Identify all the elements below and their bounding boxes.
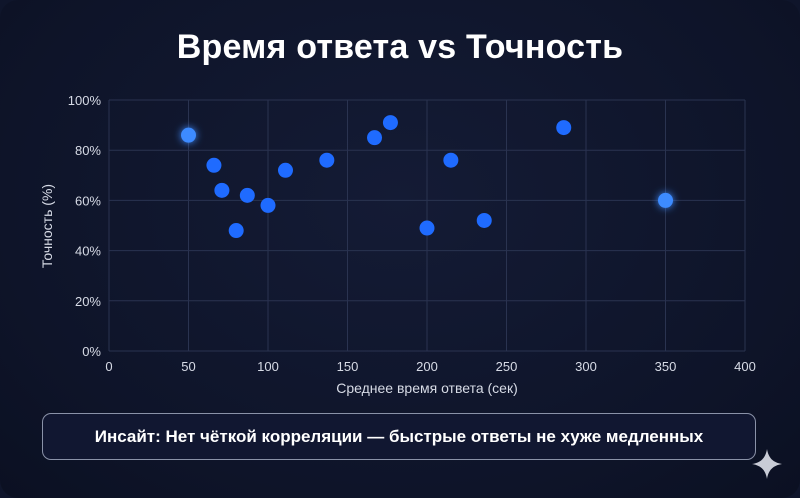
- x-tick-label: 400: [734, 359, 756, 374]
- grid: [108, 99, 746, 352]
- insight-text: Инсайт: Нет чёткой корреляции — быстрые …: [94, 426, 704, 446]
- chart-title: Время ответа vs Точность: [176, 28, 624, 66]
- data-point: [443, 152, 459, 168]
- x-tick-label: 250: [496, 359, 518, 374]
- data-point: [214, 182, 230, 198]
- data-point: [319, 152, 335, 168]
- y-axis-label: Точность (%): [39, 184, 55, 268]
- data-points: [181, 115, 673, 239]
- data-point: [260, 197, 276, 213]
- x-tick-label: 200: [416, 359, 438, 374]
- data-point: [419, 220, 435, 236]
- y-tick-label: 0%: [82, 344, 101, 359]
- highlighted-data-point: [658, 192, 673, 208]
- y-tick-label: 40%: [75, 244, 101, 259]
- y-tick-label: 80%: [75, 143, 101, 158]
- x-tick-label: 300: [575, 359, 597, 374]
- x-tick-label: 0: [105, 359, 112, 374]
- x-tick-label: 350: [655, 359, 677, 374]
- data-point: [476, 212, 492, 228]
- data-point: [239, 187, 255, 203]
- data-point: [382, 115, 398, 131]
- x-axis-label: Среднее время ответа (сек): [336, 380, 518, 396]
- y-tick-label: 100%: [68, 93, 102, 108]
- y-tick-label: 20%: [75, 294, 101, 309]
- y-tick-label: 60%: [75, 193, 101, 208]
- data-point: [206, 157, 222, 173]
- data-point: [277, 162, 293, 178]
- x-tick-label: 150: [337, 359, 359, 374]
- sparkle-icon: [752, 449, 782, 479]
- data-point: [367, 130, 383, 146]
- data-point: [228, 223, 244, 239]
- tick-labels: 0 50 100 150 200 250 300 350 400 0% 20% 40% 60% 80% 10…: [68, 93, 756, 374]
- insight-box: Инсайт: Нет чёткой корреляции — быстрые …: [42, 413, 756, 460]
- highlighted-data-point: [181, 127, 196, 143]
- x-tick-label: 100: [257, 359, 279, 374]
- data-point: [556, 120, 572, 136]
- x-tick-label: 50: [181, 359, 195, 374]
